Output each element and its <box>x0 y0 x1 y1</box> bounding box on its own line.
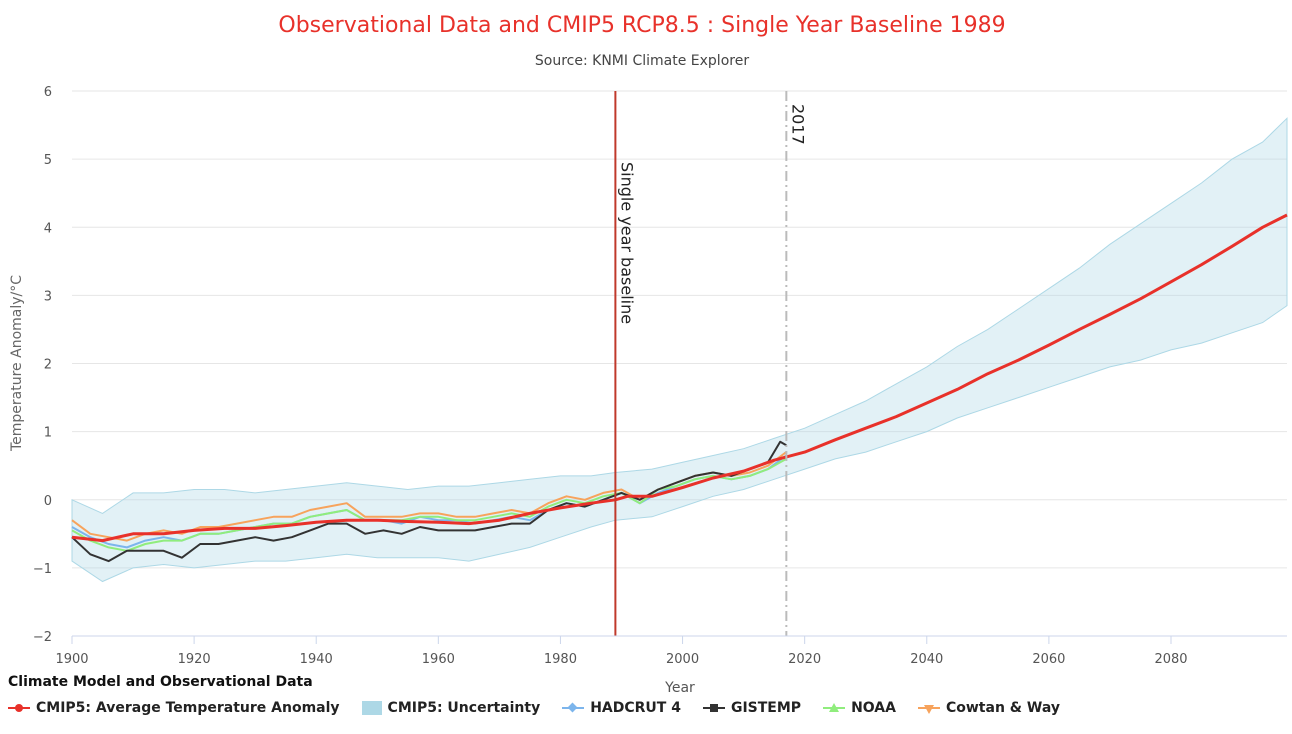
y-axis-label: Temperature Anomaly/°C <box>9 275 25 452</box>
line-diamond-marker-icon <box>562 702 585 714</box>
y-tick-label: −2 <box>33 630 52 645</box>
x-tick-label: 1940 <box>300 652 333 667</box>
legend-label: HADCRUT 4 <box>590 700 681 716</box>
x-tick-label: 2000 <box>666 652 699 667</box>
uncertainty-band-layer <box>71 117 1288 583</box>
legend-item-cmip5-uncertainty[interactable]: CMIP5: Uncertainty <box>361 700 541 716</box>
y-tick-label: 5 <box>44 153 52 168</box>
x-tick-label: 2020 <box>788 652 821 667</box>
legend-label: CMIP5: Average Temperature Anomaly <box>36 700 340 716</box>
legend-item-cowtan-way[interactable]: Cowtan & Way <box>917 700 1060 716</box>
plot-lines: Single year baseline 2017 <box>614 91 807 636</box>
legend-label: NOAA <box>851 700 896 716</box>
gridlines <box>72 90 1287 637</box>
chart-title: Observational Data and CMIP5 RCP8.5 : Si… <box>278 13 1005 38</box>
legend-label: GISTEMP <box>730 700 802 716</box>
y-tick-label: 1 <box>44 426 52 441</box>
legend-label: CMIP5: Uncertainty <box>387 700 541 716</box>
area-swatch-icon <box>361 701 382 715</box>
legend-item-hadcrut4[interactable]: HADCRUT 4 <box>562 700 681 716</box>
line-square-marker-icon <box>702 702 725 714</box>
uncertainty-band <box>71 117 1288 583</box>
x-tick-label: 1960 <box>422 652 455 667</box>
legend-title: Climate Model and Observational Data <box>8 674 313 690</box>
line-dot-marker-icon <box>8 702 30 714</box>
x-tick-label: 1920 <box>178 652 211 667</box>
gistemp-line <box>71 440 787 563</box>
cmip5-average-line <box>71 213 1288 543</box>
y-tick-label: 4 <box>44 221 52 236</box>
line-triangle-marker-icon <box>823 702 846 714</box>
y-tick-label: 6 <box>44 85 52 100</box>
legend-label: Cowtan & Way <box>945 700 1060 716</box>
legend: CMIP5: Average Temperature Anomaly CMIP5… <box>8 700 1060 716</box>
axes: −2 −1 0 1 2 3 4 5 6 1900 1920 1940 1960 1980 2000 2020 2… <box>33 85 1287 667</box>
line-triangle-down-marker-icon <box>917 702 940 714</box>
chart-subtitle: Source: KNMI Climate Explorer <box>535 53 749 69</box>
year-2017-plot-line-label: 2017 <box>788 104 807 145</box>
y-tick-label: 0 <box>44 494 52 509</box>
x-tick-label: 1900 <box>55 652 88 667</box>
legend-item-gistemp[interactable]: GISTEMP <box>702 700 802 716</box>
x-tick-label: 2060 <box>1032 652 1065 667</box>
baseline-plot-line-label: Single year baseline <box>617 162 636 324</box>
noaa-line <box>71 458 787 552</box>
x-axis-label: Year <box>664 680 695 696</box>
y-tick-label: −1 <box>33 562 52 577</box>
y-tick-label: 3 <box>44 289 52 304</box>
x-tick-label: 1980 <box>544 652 577 667</box>
legend-item-noaa[interactable]: NOAA <box>823 700 896 716</box>
y-tick-label: 2 <box>44 358 52 373</box>
x-tick-label: 2040 <box>910 652 943 667</box>
x-tick-label: 2080 <box>1154 652 1187 667</box>
series-layer <box>71 213 1288 563</box>
legend-item-cmip5-average[interactable]: CMIP5: Average Temperature Anomaly <box>8 700 340 716</box>
